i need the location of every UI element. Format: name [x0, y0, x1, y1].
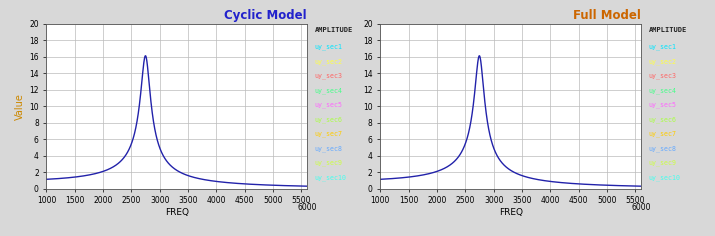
Text: uy_sec2: uy_sec2 [649, 58, 676, 65]
Text: uy_sec8: uy_sec8 [649, 145, 676, 152]
Text: uy_sec8: uy_sec8 [315, 145, 342, 152]
Text: uy_sec5: uy_sec5 [649, 101, 676, 108]
Text: uy_sec1: uy_sec1 [649, 43, 676, 50]
Text: 6000: 6000 [297, 203, 317, 212]
Text: uy_sec10: uy_sec10 [649, 174, 681, 181]
Text: uy_sec10: uy_sec10 [315, 174, 347, 181]
Text: uy_sec4: uy_sec4 [649, 87, 676, 94]
Text: uy_sec7: uy_sec7 [315, 131, 342, 137]
Text: uy_sec6: uy_sec6 [649, 116, 676, 123]
Text: AMPLITUDE: AMPLITUDE [315, 27, 353, 33]
X-axis label: FREQ: FREQ [164, 208, 189, 217]
Text: uy_sec6: uy_sec6 [315, 116, 342, 123]
Text: uy_sec2: uy_sec2 [315, 58, 342, 65]
Text: uy_sec4: uy_sec4 [315, 87, 342, 94]
Text: uy_sec5: uy_sec5 [315, 101, 342, 108]
Text: uy_sec9: uy_sec9 [315, 160, 342, 166]
Text: Cyclic Model: Cyclic Model [225, 9, 307, 22]
Text: AMPLITUDE: AMPLITUDE [649, 27, 687, 33]
X-axis label: FREQ: FREQ [498, 208, 523, 217]
Text: Full Model: Full Model [573, 9, 641, 22]
Text: uy_sec3: uy_sec3 [649, 72, 676, 79]
Text: uy_sec7: uy_sec7 [649, 131, 676, 137]
Text: uy_sec1: uy_sec1 [315, 43, 342, 50]
Text: uy_sec9: uy_sec9 [649, 160, 676, 166]
Y-axis label: Value: Value [15, 93, 25, 120]
Text: uy_sec3: uy_sec3 [315, 72, 342, 79]
Text: 6000: 6000 [631, 203, 651, 212]
